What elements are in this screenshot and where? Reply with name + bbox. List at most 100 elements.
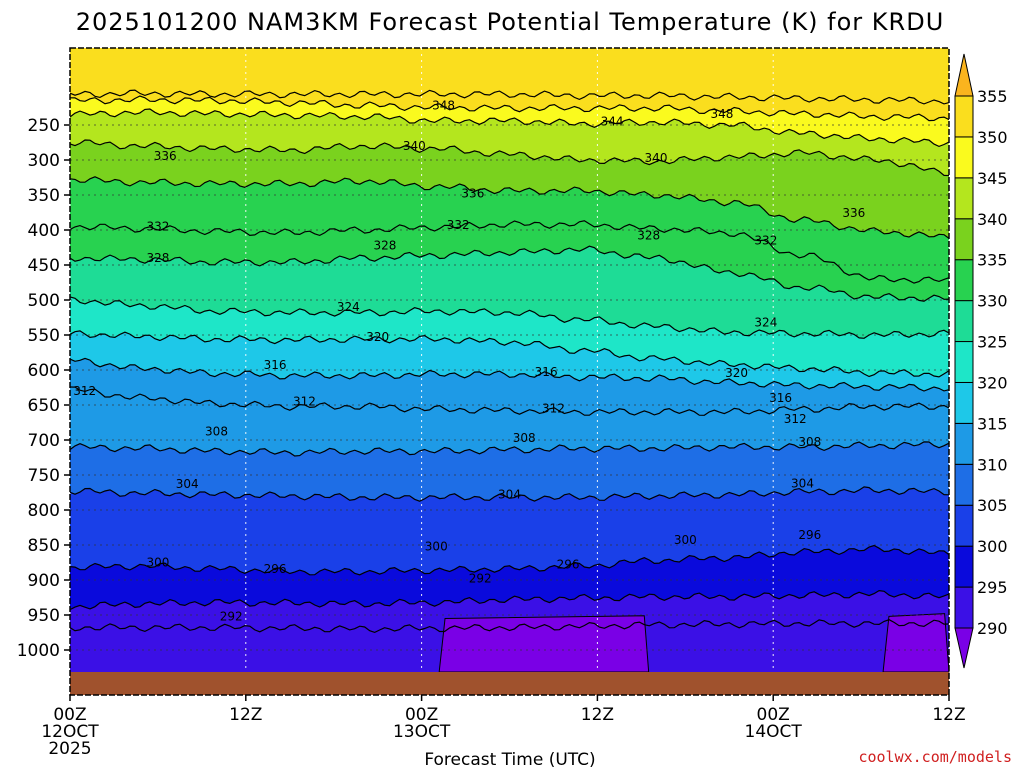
- axes: 250 300 350 400 450 500 550 600 650 700 750 800 850 9…: [17, 47, 966, 759]
- contour-label: 340: [645, 151, 668, 165]
- contour-300: [69, 544, 950, 576]
- contour-312: [69, 386, 950, 416]
- y-tick-label: 650: [28, 396, 60, 416]
- contour-label: 348: [710, 107, 733, 121]
- theta-contours: [69, 89, 950, 634]
- colorbar-bin-310: [954, 422, 974, 465]
- contour-332: [69, 220, 950, 284]
- contour-label: 328: [374, 238, 397, 252]
- y-tick-label: 250: [28, 116, 60, 136]
- colorbar-bin-300: [954, 504, 974, 547]
- contour-label: 336: [842, 206, 865, 220]
- contour-label: 340: [403, 139, 426, 153]
- contour-label: 296: [798, 528, 821, 542]
- colorbar-label: 355: [977, 87, 1008, 106]
- colorbar-label: 295: [977, 578, 1008, 597]
- contour-296: [69, 589, 950, 611]
- ground-surface: [70, 672, 949, 695]
- contour-320: [69, 330, 950, 378]
- y-tick-label: 850: [28, 536, 60, 556]
- y-tick-label: 500: [28, 291, 60, 311]
- y-tick-label: 750: [28, 466, 60, 486]
- colorbar-bin-340: [954, 177, 974, 220]
- colorbar-label: 305: [977, 496, 1008, 515]
- x-axis-label: Forecast Time (UTC): [424, 750, 595, 768]
- y-tick-label: 950: [28, 606, 60, 626]
- colorbar-bin-335: [954, 218, 974, 261]
- contour-label: 292: [469, 572, 492, 586]
- contour-label: 312: [542, 402, 565, 416]
- x-tick-label: 00Z: [53, 705, 86, 725]
- credit-text: coolwx.com/models: [858, 748, 1012, 766]
- colorbar-bin-345: [954, 136, 974, 179]
- contour-label: 332: [146, 220, 169, 234]
- contour-352: [69, 89, 950, 105]
- chart-title: 2025101200 NAM3KM Forecast Potential Tem…: [76, 8, 945, 36]
- contour-label: 296: [557, 558, 580, 572]
- x-tick-label: 13OCT: [393, 722, 451, 742]
- contour-label: 292: [220, 609, 243, 623]
- contour-label: 324: [337, 300, 360, 314]
- contour-label: 336: [154, 149, 177, 163]
- contour-label: 316: [264, 358, 287, 372]
- ground-layer: [70, 672, 949, 695]
- colorbar-label: 315: [977, 414, 1008, 433]
- x-tick-label: 12Z: [229, 705, 262, 725]
- contour-label: 312: [784, 412, 807, 426]
- contour-340: [69, 139, 950, 177]
- colorbar-label: 290: [977, 619, 1008, 638]
- x-tick-label: 2025: [48, 739, 91, 759]
- contour-label: 328: [637, 229, 660, 243]
- grid-lines: [69, 48, 950, 672]
- y-tick-label: 700: [28, 431, 60, 451]
- y-tick-label: 800: [28, 501, 60, 521]
- contour-label: 316: [769, 391, 792, 405]
- contour-labels: 348 348 344 340 340 336 336 336 332 332 332 328 328 3…: [73, 98, 865, 623]
- y-tick-label: 300: [28, 151, 60, 171]
- colorbar-label: 350: [977, 128, 1008, 147]
- theta-fill-layers: [70, 48, 950, 673]
- colorbar-bin-330: [954, 259, 974, 302]
- contour-label: 324: [754, 315, 777, 329]
- colorbar-bin-350: [954, 95, 974, 138]
- contour-label: 296: [264, 562, 287, 576]
- colorbar-label: 330: [977, 292, 1008, 311]
- y-tick-label: 550: [28, 326, 60, 346]
- colorbar-label: 320: [977, 373, 1008, 392]
- colorbar-bin-320: [954, 341, 974, 383]
- contour-label: 320: [725, 366, 748, 380]
- y-tick-label: 450: [28, 256, 60, 276]
- contour-348: [69, 95, 950, 122]
- y-tick-label: 350: [28, 186, 60, 206]
- contour-label: 348: [432, 98, 455, 112]
- contour-328: [69, 245, 950, 302]
- colorbar-label: 310: [977, 455, 1008, 474]
- colorbar-high-cap: [954, 53, 974, 97]
- surface-cold-pocket: [438, 615, 650, 673]
- y-tick-label: 400: [28, 221, 60, 241]
- x-tick-label: 14OCT: [745, 722, 803, 742]
- x-tick-label: 12OCT: [41, 722, 99, 742]
- contour-label: 312: [73, 384, 96, 398]
- y-tick-label: 600: [28, 361, 60, 381]
- colorbar-label: 335: [977, 251, 1008, 270]
- contour-label: 308: [513, 431, 536, 445]
- contour-label: 304: [176, 477, 199, 491]
- colorbar-bin-315: [954, 381, 974, 424]
- contour-label: 344: [601, 115, 624, 129]
- contour-label: 308: [205, 425, 228, 439]
- colorbar-label: 325: [977, 333, 1008, 352]
- contour-label: 304: [498, 488, 521, 502]
- colorbar: 290 295 300 305 310 315 320 325 330 335 340 345 350 3…: [954, 53, 1008, 669]
- contour-324: [69, 296, 950, 339]
- x-tick-label: 00Z: [757, 705, 790, 725]
- contour-label: 328: [146, 251, 169, 265]
- y-tick-label: 900: [28, 571, 60, 591]
- contour-316: [69, 357, 950, 392]
- contour-label: 336: [461, 187, 484, 201]
- contour-label: 316: [535, 365, 558, 379]
- x-tick-label: 12Z: [932, 705, 965, 725]
- contour-308: [69, 441, 950, 457]
- colorbar-bin-325: [954, 300, 974, 343]
